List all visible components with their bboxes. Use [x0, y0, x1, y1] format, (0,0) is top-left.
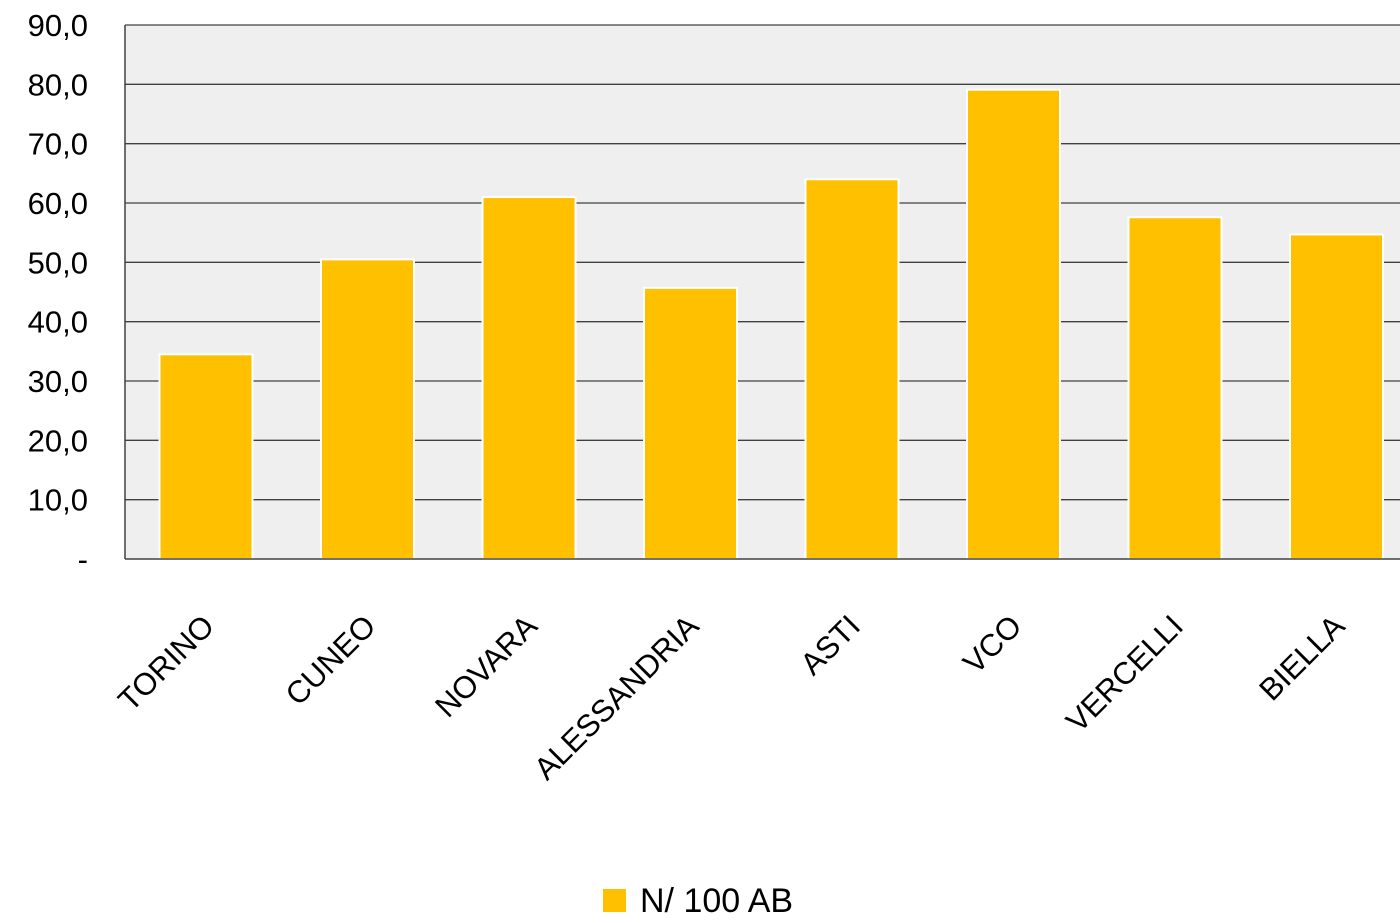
bar-vercelli: [1127, 216, 1223, 561]
y-tick-label: 80,0: [28, 67, 88, 102]
bar-vco: [966, 88, 1061, 560]
y-tick-label: 90,0: [28, 8, 88, 43]
legend-swatch: [603, 889, 626, 912]
legend-label: N/ 100 AB: [640, 882, 793, 920]
bar-cuneo: [320, 258, 415, 560]
x-tick-label-asti: ASTI: [793, 608, 866, 681]
bars: [158, 88, 1384, 561]
y-tick-label: 50,0: [28, 245, 88, 280]
y-tick-label: -: [78, 542, 88, 577]
y-tick-label: 70,0: [28, 127, 88, 162]
x-tick-label-cuneo: CUNEO: [279, 608, 383, 712]
x-tick-label-torino: TORINO: [111, 608, 221, 718]
x-tick-label-novara: NOVARA: [428, 608, 544, 724]
x-tick-label-vercelli: VERCELLI: [1059, 608, 1190, 739]
y-tick-label: 30,0: [28, 364, 88, 399]
y-tick-label: 20,0: [28, 423, 88, 458]
y-axis: - 10,0 20,0 30,0 40,0 50,0 60,0 70,0 80,0 90,0: [28, 8, 88, 577]
y-tick-label: 10,0: [28, 483, 88, 518]
y-tick-label: 40,0: [28, 305, 88, 340]
x-tick-label-vco: VCO: [956, 608, 1028, 680]
x-tick-label-biella: BIELLA: [1252, 608, 1351, 707]
bar-biella: [1289, 233, 1384, 561]
bar-alessandria: [643, 286, 738, 560]
bar-torino: [158, 353, 254, 560]
legend: N/ 100 AB: [603, 882, 793, 920]
bar-asti: [804, 178, 900, 560]
bar-novara: [481, 196, 577, 560]
x-tick-label-alessandria: ALESSANDRIA: [527, 608, 705, 786]
y-tick-label: 60,0: [28, 186, 88, 221]
